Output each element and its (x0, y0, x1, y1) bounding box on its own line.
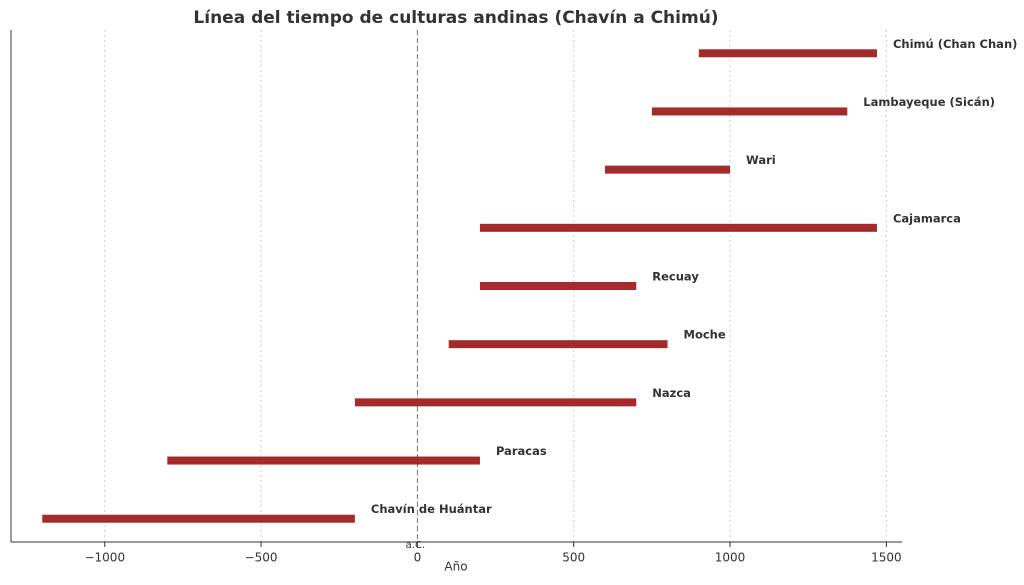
chart-title: Línea del tiempo de culturas andinas (Ch… (193, 8, 718, 28)
bar (698, 49, 877, 58)
bar (167, 456, 480, 465)
bar-label: Lambayeque (Sicán) (863, 95, 995, 109)
bar (448, 340, 668, 349)
annotation: a.C. (406, 540, 425, 551)
bar-label: Cajamarca (893, 211, 961, 225)
x-tick-label: −500 (245, 551, 278, 565)
x-tick-label: 1500 (871, 551, 902, 565)
bar (354, 398, 637, 407)
bar-label: Paracas (496, 444, 547, 458)
bar (479, 223, 877, 232)
bar-label: Wari (746, 153, 776, 167)
bar (479, 282, 637, 290)
x-axis-label: Año (444, 560, 467, 574)
bar (605, 165, 731, 174)
bar-label: Nazca (652, 386, 691, 400)
x-tick-label: 500 (562, 551, 585, 565)
bar (651, 107, 848, 116)
bar-label: Recuay (652, 270, 699, 284)
bar-label: Chimú (Chan Chan) (893, 37, 1017, 51)
x-tick-label: 0 (414, 551, 422, 565)
bar-label: Chavín de Huántar (371, 502, 492, 516)
bar-label: Moche (684, 328, 726, 342)
x-tick-label: −1000 (84, 551, 125, 565)
bar (42, 514, 355, 523)
x-tick-label: 1000 (715, 551, 746, 565)
